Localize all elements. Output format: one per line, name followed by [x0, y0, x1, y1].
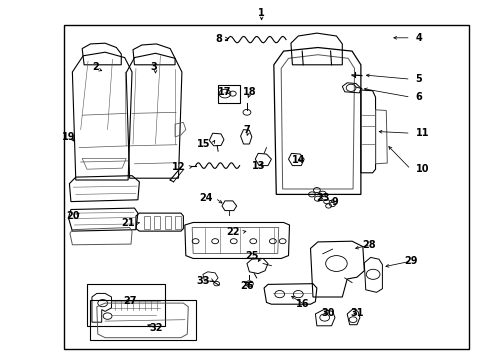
Text: 25: 25 — [245, 251, 259, 261]
Text: 21: 21 — [121, 218, 134, 228]
Text: 18: 18 — [242, 87, 256, 97]
Text: 4: 4 — [415, 33, 422, 43]
Text: 7: 7 — [243, 125, 250, 135]
Text: 24: 24 — [199, 193, 212, 203]
Text: 14: 14 — [291, 155, 305, 165]
Text: 12: 12 — [172, 162, 185, 172]
Text: 8: 8 — [215, 33, 222, 44]
Text: 20: 20 — [66, 211, 80, 221]
Text: 3: 3 — [150, 62, 157, 72]
Text: 1: 1 — [258, 8, 264, 18]
Bar — [63, 25, 468, 349]
Text: 17: 17 — [218, 87, 231, 97]
Text: 11: 11 — [415, 128, 428, 138]
Text: 2: 2 — [92, 62, 99, 72]
Text: 15: 15 — [196, 139, 210, 149]
Text: 29: 29 — [403, 256, 417, 266]
Text: 30: 30 — [320, 308, 334, 318]
Text: 6: 6 — [415, 92, 422, 102]
Text: 5: 5 — [415, 74, 422, 84]
Text: 9: 9 — [331, 197, 338, 207]
Text: 28: 28 — [362, 240, 375, 250]
Text: 13: 13 — [252, 161, 265, 171]
Text: 33: 33 — [196, 276, 210, 286]
Text: 32: 32 — [149, 323, 163, 333]
Text: 22: 22 — [225, 227, 239, 237]
Text: 10: 10 — [415, 164, 428, 174]
Text: 19: 19 — [61, 132, 75, 142]
Text: 31: 31 — [349, 308, 363, 318]
Text: 23: 23 — [315, 193, 329, 203]
Text: 16: 16 — [296, 299, 309, 309]
Text: 26: 26 — [240, 281, 253, 291]
Text: 27: 27 — [122, 296, 136, 306]
